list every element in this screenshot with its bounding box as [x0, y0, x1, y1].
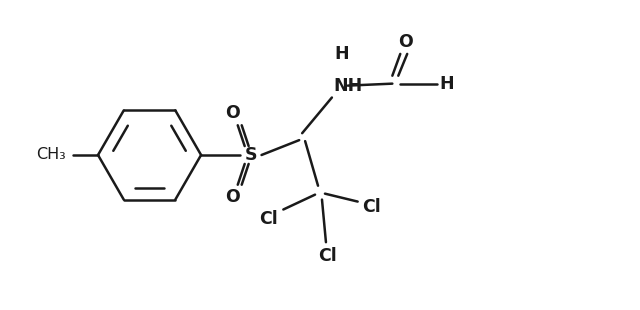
Text: H: H	[335, 45, 349, 63]
Text: O: O	[398, 33, 413, 51]
Text: S: S	[244, 146, 257, 164]
Text: CH₃: CH₃	[36, 148, 67, 162]
Text: O: O	[225, 104, 240, 122]
Text: Cl: Cl	[319, 247, 337, 265]
Text: Cl: Cl	[362, 197, 381, 215]
Text: H: H	[440, 75, 454, 93]
Text: NH: NH	[334, 77, 363, 95]
Text: O: O	[225, 188, 240, 206]
Text: Cl: Cl	[259, 210, 278, 228]
